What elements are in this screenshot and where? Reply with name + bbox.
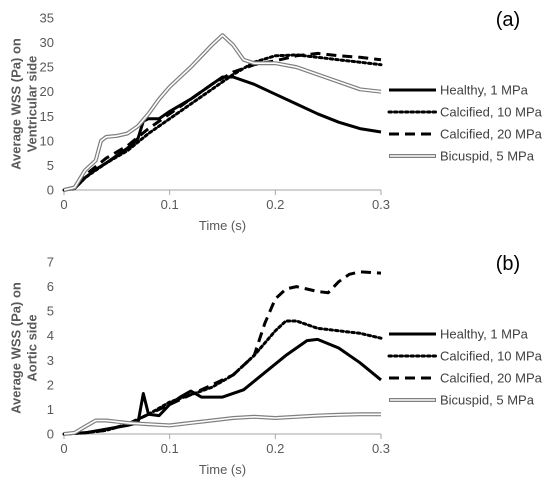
- y-tick-label: 30: [40, 35, 54, 50]
- y-tick-label: 7: [47, 255, 54, 270]
- legend-label: Bicuspid, 5 MPa: [440, 393, 535, 408]
- x-tick-label: 0.2: [266, 441, 284, 456]
- y-tick-label: 20: [40, 84, 54, 99]
- x-tick-label: 0: [60, 441, 67, 456]
- legend: Healthy, 1 MPa Calcified, 10 MPa Calcified…: [387, 327, 543, 408]
- y-tick-label: 6: [47, 279, 54, 294]
- series-line-healthy-1-mpa: [63, 75, 382, 192]
- y-tick-label: 5: [47, 158, 54, 173]
- y-axis-title: Average WSS (Pa) on: [8, 282, 23, 414]
- y-tick-label: 0: [47, 183, 54, 198]
- x-tick-label: 0.2: [266, 197, 284, 212]
- panel-label: (a): [496, 9, 520, 31]
- y-tick-label: 10: [40, 133, 54, 148]
- y-axis-title: Ventricular side: [24, 56, 39, 153]
- y-tick-label: 25: [40, 60, 54, 75]
- x-tick-label: 0.3: [372, 441, 390, 456]
- y-tick-label: 5: [47, 304, 54, 319]
- y-axis-title: Aortic side: [24, 314, 39, 381]
- y-tick-label: 1: [47, 402, 54, 417]
- y-tick-label: 0: [47, 427, 54, 442]
- series-line-calcified-10-mpa: [62, 53, 383, 192]
- legend-label: Healthy, 1 MPa: [440, 83, 529, 98]
- x-tick-label: 0: [60, 197, 67, 212]
- panel-label: (b): [496, 253, 520, 275]
- series-line-calcified-20-mpa: [63, 51, 382, 192]
- legend-label: Bicuspid, 5 MPa: [440, 149, 535, 164]
- legend-label: Healthy, 1 MPa: [440, 327, 529, 342]
- legend: Healthy, 1 MPa Calcified, 10 MPa Calcified…: [387, 83, 543, 164]
- legend-label: Calcified, 10 MPa: [440, 349, 543, 364]
- y-tick-label: 2: [47, 377, 54, 392]
- series-line-bicuspid-5-mpa-inner: [63, 34, 382, 191]
- x-axis-title: Time (s): [199, 218, 246, 233]
- chart-panel-a: 0 5 10 15 20 25 30 35 0 0.1 0.2 0.3 Time (s) Average …: [8, 9, 542, 233]
- series-line-calcified-20-mpa: [63, 270, 382, 436]
- x-tick-label: 0.3: [372, 197, 390, 212]
- series-line-calcified-10-mpa: [62, 319, 383, 436]
- x-tick-label: 0.1: [161, 197, 179, 212]
- y-tick-label: 3: [47, 353, 54, 368]
- legend-label: Calcified, 20 MPa: [440, 127, 543, 142]
- x-tick-label: 0.1: [161, 441, 179, 456]
- series-line-bicuspid-5-mpa: [63, 412, 381, 436]
- y-tick-label: 35: [40, 11, 54, 26]
- y-tick-label: 15: [40, 109, 54, 124]
- y-axis-title: Average WSS (Pa) on: [8, 38, 23, 170]
- chart-panel-b: 0 1 2 3 4 5 6 7 0 0.1 0.2 0.3 Time (s) Average WSS (P…: [8, 253, 542, 477]
- legend-label: Calcified, 10 MPa: [440, 105, 543, 120]
- y-tick-label: 4: [47, 328, 54, 343]
- x-axis-title: Time (s): [199, 462, 246, 477]
- legend-label: Calcified, 20 MPa: [440, 371, 543, 386]
- series-line-bicuspid-5-mpa-inner: [63, 413, 381, 435]
